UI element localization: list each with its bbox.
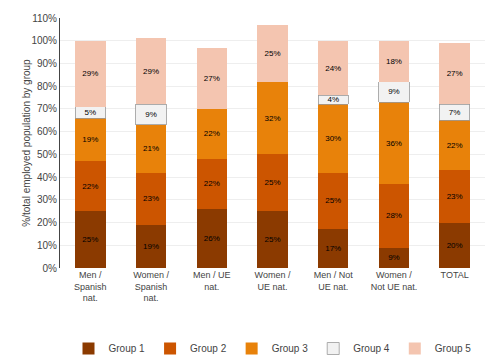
svg-text:TOTAL: TOTAL — [441, 270, 469, 280]
svg-text:23%: 23% — [447, 192, 463, 201]
svg-text:Group 1: Group 1 — [109, 343, 146, 354]
svg-text:Men / UEnat.: Men / UEnat. — [193, 270, 231, 292]
svg-text:25%: 25% — [264, 49, 280, 58]
svg-text:30%: 30% — [325, 134, 341, 143]
svg-text:40%: 40% — [37, 172, 57, 183]
svg-text:50%: 50% — [37, 149, 57, 160]
svg-text:9%: 9% — [388, 87, 400, 96]
svg-text:29%: 29% — [82, 69, 98, 78]
svg-text:9%: 9% — [388, 253, 400, 262]
svg-text:110%: 110% — [32, 13, 57, 24]
svg-text:19%: 19% — [82, 135, 98, 144]
svg-text:0%: 0% — [43, 263, 58, 274]
svg-text:24%: 24% — [325, 64, 341, 73]
svg-text:30%: 30% — [37, 194, 57, 205]
svg-text:60%: 60% — [37, 126, 57, 137]
svg-text:22%: 22% — [447, 141, 463, 150]
svg-text:20%: 20% — [37, 217, 57, 228]
svg-text:17%: 17% — [325, 244, 341, 253]
svg-text:27%: 27% — [447, 69, 463, 78]
svg-text:22%: 22% — [204, 179, 220, 188]
svg-text:27%: 27% — [204, 74, 220, 83]
svg-text:5%: 5% — [85, 108, 97, 117]
svg-text:70%: 70% — [37, 103, 57, 114]
svg-text:29%: 29% — [143, 67, 159, 76]
svg-text:Men / NotUE nat.: Men / NotUE nat. — [314, 270, 354, 292]
svg-text:9%: 9% — [145, 110, 157, 119]
svg-text:%/total employed population by: %/total employed population by group — [21, 59, 32, 227]
svg-text:25%: 25% — [82, 235, 98, 244]
svg-text:Women /Not UE nat.: Women /Not UE nat. — [371, 270, 418, 292]
svg-text:100%: 100% — [31, 35, 57, 46]
svg-text:90%: 90% — [37, 58, 57, 69]
svg-text:19%: 19% — [143, 242, 159, 251]
svg-text:28%: 28% — [386, 211, 402, 220]
svg-text:80%: 80% — [37, 81, 57, 92]
svg-text:Women /UE nat.: Women /UE nat. — [255, 270, 291, 292]
svg-text:22%: 22% — [82, 182, 98, 191]
svg-text:22%: 22% — [204, 129, 220, 138]
svg-text:Group 5: Group 5 — [435, 343, 472, 354]
svg-text:Group 2: Group 2 — [190, 343, 227, 354]
svg-text:18%: 18% — [386, 57, 402, 66]
svg-text:Group 4: Group 4 — [353, 343, 390, 354]
svg-text:25%: 25% — [325, 196, 341, 205]
svg-text:23%: 23% — [143, 194, 159, 203]
svg-text:Group 3: Group 3 — [272, 343, 309, 354]
svg-text:7%: 7% — [449, 108, 461, 117]
svg-text:36%: 36% — [386, 139, 402, 148]
svg-text:20%: 20% — [447, 241, 463, 250]
svg-text:26%: 26% — [204, 234, 220, 243]
svg-text:Men /Spanishnat.: Men /Spanishnat. — [74, 270, 107, 303]
svg-text:32%: 32% — [264, 114, 280, 123]
svg-text:4%: 4% — [327, 95, 339, 104]
svg-text:Women /Spanishnat.: Women /Spanishnat. — [133, 270, 169, 303]
svg-text:10%: 10% — [37, 240, 57, 251]
svg-text:25%: 25% — [264, 178, 280, 187]
svg-text:25%: 25% — [264, 235, 280, 244]
svg-text:21%: 21% — [143, 144, 159, 153]
